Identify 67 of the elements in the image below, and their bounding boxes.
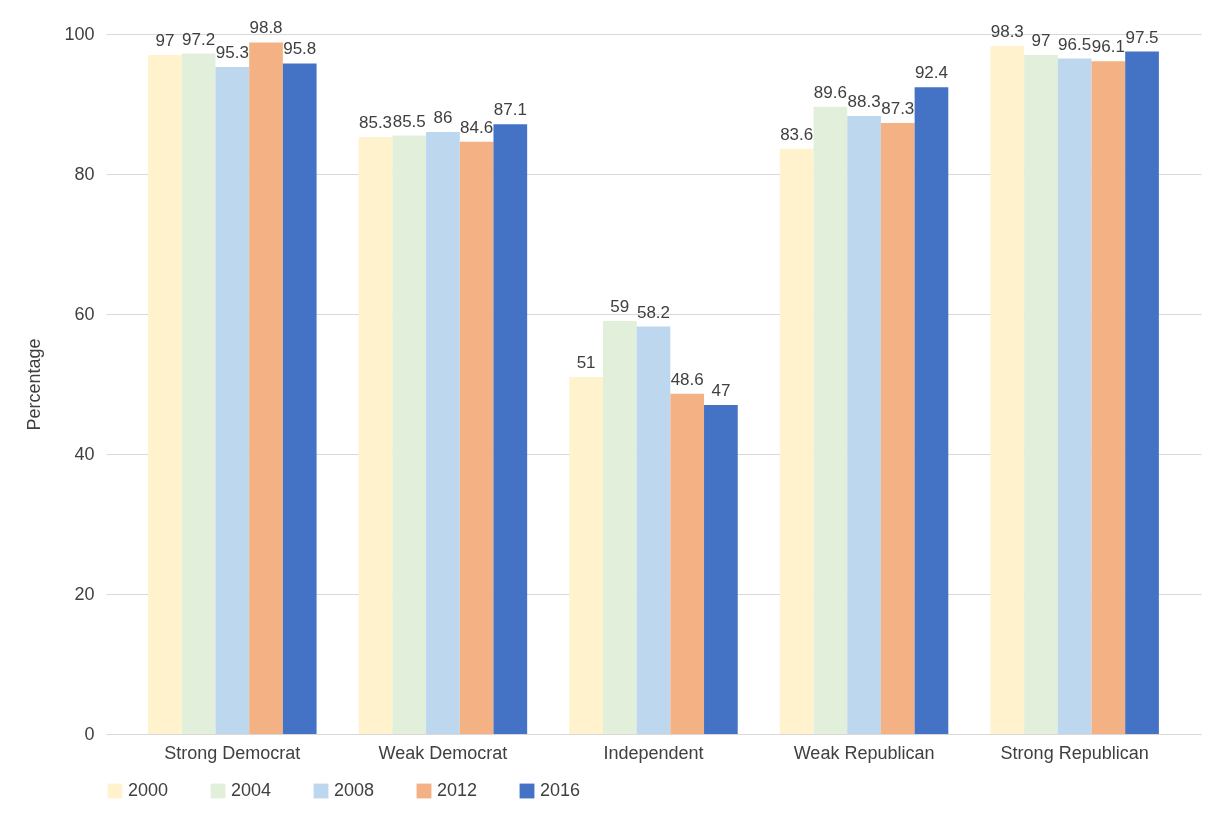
bar [148, 55, 182, 734]
y-tick-label: 20 [74, 583, 95, 604]
data-label: 85.3 [358, 112, 393, 132]
bar [282, 63, 317, 734]
y-tick-label: 60 [74, 303, 95, 324]
y-tick-label: 80 [74, 163, 95, 184]
data-label: 89.6 [813, 82, 847, 102]
y-axis-title: Percentage [24, 338, 45, 431]
data-label: 98.8 [249, 18, 283, 38]
bar [181, 53, 216, 734]
data-label: 96.5 [1058, 34, 1092, 54]
x-tick-label: Strong Democrat [164, 742, 301, 763]
y-tick-label: 100 [64, 23, 95, 44]
bar [569, 377, 603, 734]
data-label: 95.8 [283, 39, 317, 59]
data-label: 88.3 [847, 91, 881, 111]
data-label: 51 [576, 353, 596, 372]
bar [636, 326, 671, 734]
bar [215, 66, 250, 734]
bar [670, 393, 705, 734]
data-label: 87.1 [493, 100, 527, 120]
data-label: 92.4 [914, 63, 949, 83]
bar [880, 122, 915, 734]
legend-label: 2008 [334, 780, 375, 800]
bar [1024, 55, 1058, 734]
bar [813, 106, 848, 734]
x-tick-label: Independent [603, 742, 704, 763]
bar [493, 124, 528, 734]
data-label: 83.6 [780, 124, 814, 144]
data-label: 98.3 [990, 21, 1024, 41]
data-label: 85.5 [392, 111, 426, 131]
legend-label: 2016 [540, 780, 581, 800]
bar [602, 321, 637, 734]
data-label: 58.2 [636, 302, 671, 322]
legend-label: 2004 [231, 780, 272, 800]
bar [1057, 58, 1092, 734]
data-label: 48.6 [670, 369, 704, 389]
bar [358, 136, 393, 734]
data-label: 96.1 [1091, 37, 1125, 57]
y-tick-label: 0 [84, 723, 95, 744]
data-label: 87.3 [881, 98, 915, 118]
legend-label: 2012 [437, 780, 478, 800]
data-label: 97.5 [1125, 27, 1159, 47]
bar [1091, 61, 1126, 734]
bar [459, 141, 494, 734]
x-tick-label: Weak Republican [793, 742, 935, 763]
data-label: 97 [155, 31, 175, 50]
y-tick-label: 40 [74, 443, 95, 464]
legend-label: 2000 [128, 780, 169, 800]
bar [392, 135, 427, 734]
data-label: 84.6 [460, 117, 494, 137]
bar [779, 148, 814, 734]
data-label: 59 [610, 297, 630, 316]
data-label: 97.2 [182, 29, 216, 49]
bar [1125, 51, 1159, 734]
x-tick-label: Strong Republican [1000, 742, 1149, 763]
bar [704, 405, 738, 734]
data-label: 95.3 [215, 42, 249, 62]
data-label: 97 [1031, 31, 1051, 50]
bar [249, 42, 283, 734]
bar [990, 45, 1025, 734]
data-label: 86 [433, 108, 453, 127]
bar [847, 115, 881, 734]
bar [426, 132, 460, 734]
x-tick-label: Weak Democrat [378, 742, 508, 763]
bar [914, 87, 949, 734]
data-label: 47 [711, 381, 731, 400]
